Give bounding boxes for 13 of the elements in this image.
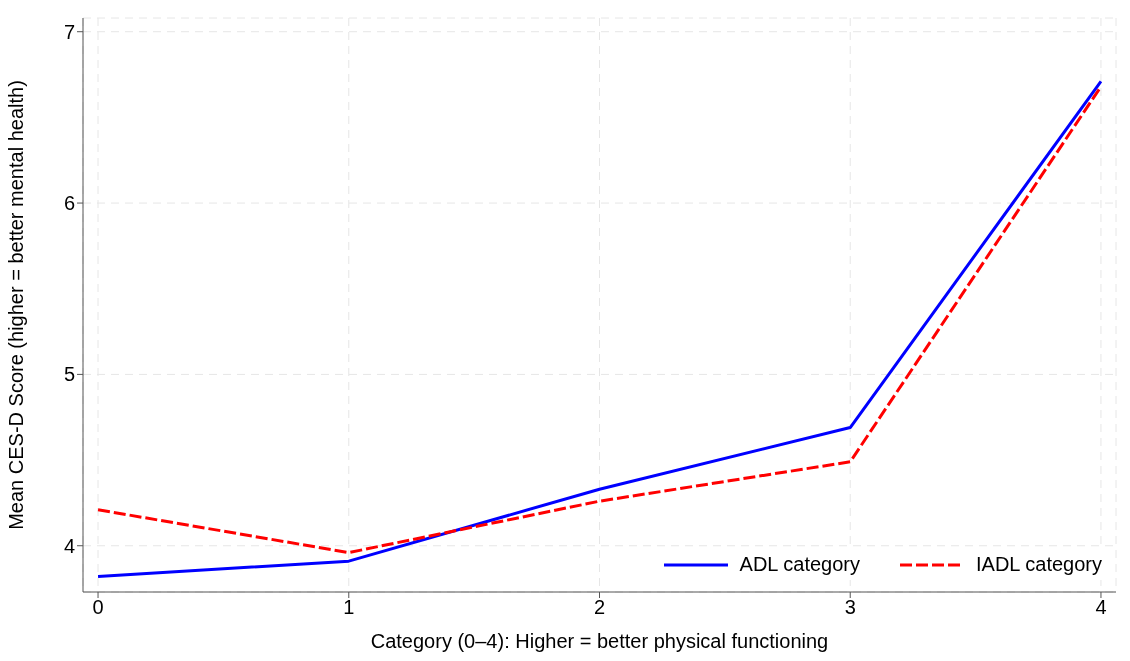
x-tick-label: 1 [343, 596, 355, 619]
x-tick-label: 2 [593, 596, 606, 619]
x-axis-title: Category (0–4): Higher = better physical functioning [370, 630, 829, 652]
y-tick-label: 6 [63, 192, 75, 215]
x-tick-label: 3 [844, 596, 856, 619]
legend-label: ADL category [739, 553, 860, 576]
y-axis-title: Mean CES-D Score (higher = better mental health) [5, 80, 28, 530]
y-tick-label: 7 [63, 20, 75, 43]
y-tick-label: 5 [63, 363, 75, 386]
y-tick-label: 4 [63, 534, 75, 557]
x-tick-label: 0 [92, 596, 104, 619]
legend-label: IADL category [976, 553, 1102, 576]
x-tick-label: 4 [1095, 596, 1107, 619]
